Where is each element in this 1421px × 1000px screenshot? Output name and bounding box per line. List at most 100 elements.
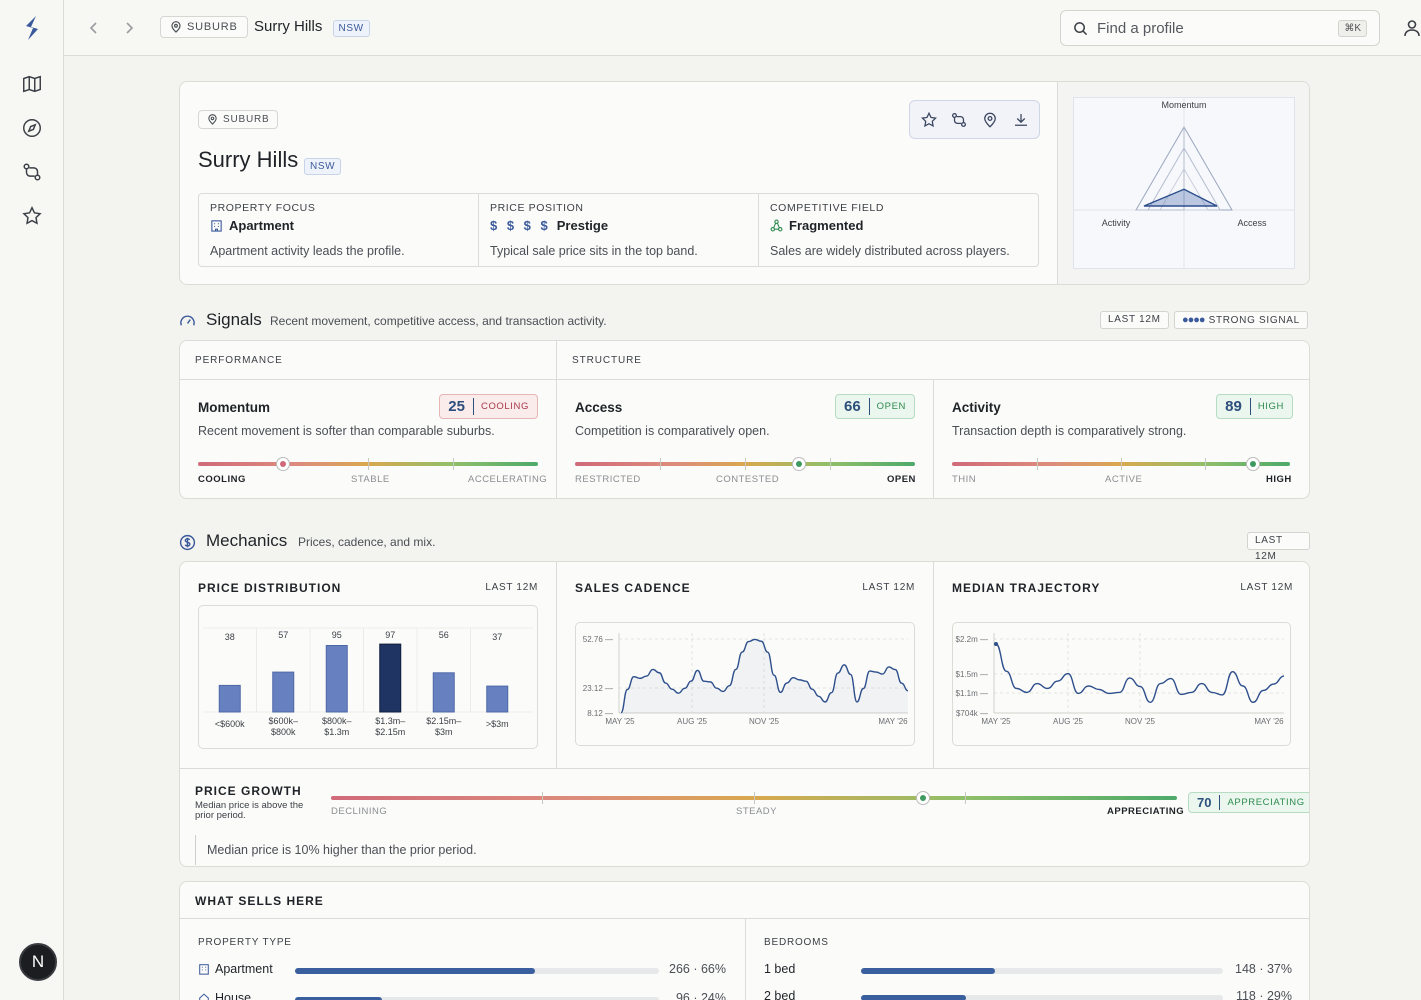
gauge-tick	[660, 458, 661, 470]
bar-category-label: >$3m	[486, 719, 509, 729]
fact-description: Sales are widely distributed across play…	[770, 244, 1010, 258]
signal-name: Access	[575, 400, 623, 415]
state-badge: NSW	[332, 20, 370, 37]
share-bar-track	[861, 968, 1223, 974]
signals-period-badge: LAST 12M	[1100, 311, 1169, 329]
scale-high: APPRECIATING	[1107, 806, 1185, 817]
scale-low: DECLINING	[331, 806, 388, 817]
x-tick-label: AUG '25	[677, 717, 708, 726]
share-bar-fill	[295, 968, 536, 974]
profile-hero-card: SUBURB Surry Hills NSW PROPERTY FOCUS Ap…	[179, 81, 1310, 285]
download-button[interactable]	[1012, 111, 1030, 129]
y-tick-label: 23.12 —	[583, 684, 613, 693]
sell-item-label: 1 bed	[764, 962, 796, 976]
score-value: 66	[844, 398, 870, 415]
score-value: 70	[1197, 795, 1221, 810]
breadcrumb-chip[interactable]: SUBURB	[160, 16, 248, 38]
y-tick-label: 52.76 —	[583, 635, 613, 644]
search-input[interactable]: Find a profile ⌘K	[1060, 10, 1380, 46]
x-tick-label: MAY '25	[981, 717, 1011, 726]
bar-category-label: $2.15m	[375, 727, 405, 737]
back-arrow-icon[interactable]	[84, 18, 104, 38]
signal-description: Competition is comparatively open.	[575, 424, 770, 438]
group-performance: PERFORMANCE	[180, 341, 557, 380]
price-bar	[379, 643, 402, 713]
signal-description: Recent movement is softer than comparabl…	[198, 424, 495, 438]
user-avatar[interactable]: N	[19, 943, 57, 981]
hero-action-group	[909, 100, 1040, 139]
share-bar-track	[861, 995, 1223, 1000]
score-level: HIGH	[1257, 401, 1284, 412]
compare-button[interactable]	[950, 111, 968, 129]
price-bar	[486, 685, 509, 713]
fact-price-position: PRICE POSITION $ $ $ $ Prestige Typical …	[479, 194, 759, 266]
y-tick-label: 8.12 —	[587, 709, 613, 718]
price-distribution-chart: 38 <$600k 57 $600k– $800k 95 $800k– $1.3m 97 $1.3…	[198, 605, 538, 749]
score-level: COOLING	[480, 401, 529, 412]
gauge-tick	[965, 792, 966, 804]
mechanics-period-badge: LAST 12M	[1247, 532, 1310, 562]
star-icon[interactable]	[21, 205, 43, 227]
share-bar-track	[295, 997, 659, 1000]
forward-arrow-icon[interactable]	[119, 18, 139, 38]
price-growth-gauge	[331, 792, 1177, 804]
sidebar: N	[0, 0, 64, 1000]
line-start-point	[994, 641, 998, 646]
bar-value-label: 57	[278, 630, 288, 640]
gauge-marker	[277, 458, 289, 470]
price-growth-row: PRICE GROWTH Median price is above the p…	[180, 768, 1309, 866]
bar-category-label: $800k–	[322, 716, 352, 726]
gauge-tick	[1205, 458, 1206, 470]
fact-label: PRICE POSITION	[490, 202, 584, 214]
signals-card: PERFORMANCE STRUCTURE Momentum 25 COOLING…	[179, 340, 1310, 499]
panel-title: SALES CADENCE	[575, 581, 691, 595]
sales-cadence-panel: SALES CADENCE LAST 12M 52.76 — 23.12 — 8.1…	[557, 562, 934, 768]
user-icon[interactable]	[1402, 18, 1421, 38]
bar-value-label: 37	[492, 632, 502, 642]
favorite-button[interactable]	[920, 111, 938, 129]
app-logo-icon[interactable]	[20, 14, 44, 42]
signal-strength-label: STRONG SIGNAL	[1208, 315, 1300, 326]
y-tick-label: $1.5m —	[956, 670, 988, 679]
signals-header: Signals Recent movement, competitive acc…	[179, 309, 1310, 333]
radar-label-momentum: Momentum	[1161, 100, 1206, 110]
price-bar	[218, 684, 241, 713]
signals-title: Signals	[206, 310, 262, 329]
bedrooms-label: BEDROOMS	[764, 937, 829, 948]
radar-svg: Momentum Activity Access	[1074, 98, 1294, 268]
search-placeholder: Find a profile	[1097, 20, 1184, 37]
x-tick-label: AUG '25	[1053, 717, 1084, 726]
group-structure: STRUCTURE	[557, 341, 1309, 380]
sell-item-value: 148 · 37%	[1235, 962, 1292, 976]
bar-value-label: 56	[439, 630, 449, 640]
bedrooms-panel: BEDROOMS 1 bed 148 · 37% 2 bed 118 · 29%	[746, 919, 1309, 1000]
scale-mid: STEADY	[736, 806, 778, 817]
bar-category-label: $3m	[435, 727, 453, 737]
scale-low: THIN	[952, 474, 977, 485]
price-growth-title: PRICE GROWTH	[195, 784, 302, 798]
bar-value-label: 38	[225, 632, 235, 642]
signals-subtitle: Recent movement, competitive access, and…	[270, 314, 607, 328]
map-icon[interactable]	[21, 73, 43, 95]
sales-cadence-chart: 52.76 — 23.12 — 8.12 — MAY '25 AUG '25 NOV '2…	[575, 622, 915, 746]
compass-icon[interactable]	[21, 117, 43, 139]
price-distribution-svg: 38 <$600k 57 $600k–$800k 95 $800k–$1.3m 97 $1.3…	[203, 627, 533, 737]
pin-icon	[171, 21, 181, 33]
bar-category-label: $2.15m–	[426, 716, 461, 726]
sell-item-label: Apartment	[215, 962, 273, 976]
signal-description: Transaction depth is comparatively stron…	[952, 424, 1187, 438]
breadcrumb: Surry Hills NSW	[254, 18, 370, 37]
compare-icon[interactable]	[21, 161, 43, 183]
gauge-tick	[368, 458, 369, 470]
scale-high: HIGH	[1266, 474, 1292, 485]
what-sells-title: WHAT SELLS HERE	[180, 882, 1309, 919]
line-area	[621, 639, 908, 713]
fact-description: Apartment activity leads the profile.	[210, 244, 405, 258]
panel-title: MEDIAN TRAJECTORY	[952, 581, 1101, 595]
locate-button[interactable]	[981, 111, 999, 129]
signal-score-badge: 89 HIGH	[1216, 394, 1293, 419]
mechanics-title: Mechanics	[206, 531, 288, 550]
list-item: House 96 · 24%	[198, 991, 726, 1000]
line-series	[620, 638, 909, 714]
price-bar	[272, 671, 295, 713]
